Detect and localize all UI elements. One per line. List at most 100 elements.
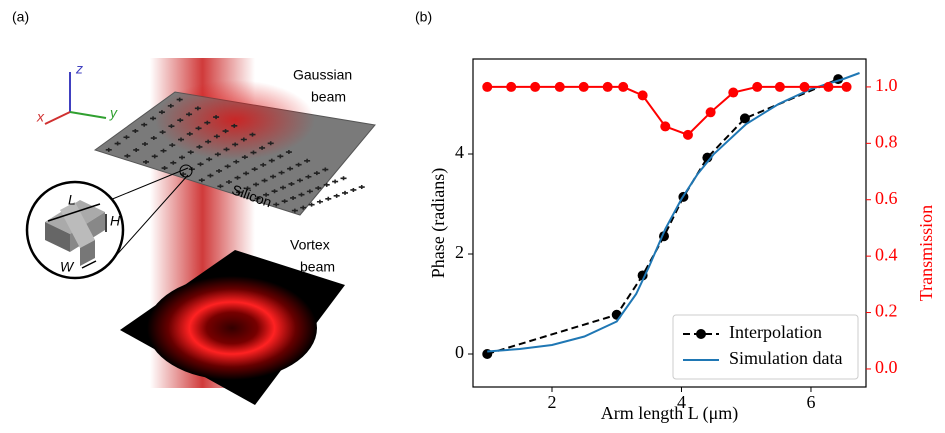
cross-pillar: [45, 200, 107, 269]
y-tick-label: 0: [455, 342, 464, 362]
pillar: [223, 147, 230, 152]
pillar: [268, 158, 275, 163]
marker: [506, 81, 517, 92]
pillar: [332, 179, 339, 184]
panel-label: (a): [12, 9, 29, 25]
pillar: [216, 168, 223, 173]
y2-tick-label: 0.2: [875, 301, 898, 321]
pillar: [234, 175, 241, 180]
y2-tick-label: 0.0: [875, 357, 898, 377]
marker: [602, 81, 613, 92]
marker: [728, 87, 739, 98]
panel-b: (b) 2 4 6 0 2 4 0.0 0.2 0.4 0.6 0.8 1.0 Arm length L …: [415, 9, 936, 424]
pillar: [277, 154, 284, 159]
marker: [841, 81, 852, 92]
panel-a: (a) Gaussian beam Silicon Vortex beam z …: [12, 9, 376, 405]
pillar: [278, 170, 285, 175]
beam-label: beam: [311, 89, 346, 105]
x-tick-label: 6: [806, 392, 815, 412]
pillar: [187, 150, 194, 155]
pillar: [273, 202, 280, 207]
pillar: [340, 176, 347, 181]
pillar: [213, 115, 220, 120]
beam-label: beam: [300, 259, 335, 275]
pillar: [243, 171, 250, 176]
dimension-label: H: [110, 213, 121, 229]
pillar: [205, 139, 212, 144]
marker: [774, 81, 785, 92]
pillar: [281, 199, 288, 204]
pillar: [206, 157, 213, 162]
marker: [739, 113, 750, 124]
pillar: [224, 164, 231, 169]
pillar: [251, 167, 258, 172]
marker: [530, 81, 541, 92]
pillar: [214, 152, 221, 157]
y-axis-label: Phase (radians): [428, 168, 449, 278]
pillar: [132, 128, 139, 133]
pillar: [204, 120, 211, 125]
pillar: [313, 171, 320, 176]
marker: [637, 90, 648, 101]
pillar: [267, 141, 274, 146]
pillar: [231, 123, 238, 128]
marker: [799, 81, 810, 92]
pillar: [141, 142, 148, 147]
pillar: [315, 186, 322, 191]
marker: [482, 81, 493, 92]
pillar: [151, 154, 158, 159]
pillar: [244, 186, 251, 191]
pillar: [105, 147, 112, 152]
pillar: [198, 178, 205, 183]
pillar: [280, 185, 287, 190]
pillar: [295, 162, 302, 167]
pillar: [285, 150, 292, 155]
pillar: [350, 187, 357, 192]
pillar: [142, 159, 149, 164]
beam-spot: [155, 80, 315, 160]
panel-label: (b): [415, 9, 432, 25]
dimension-label: L: [68, 192, 76, 208]
marker: [682, 129, 693, 140]
pillar: [241, 155, 248, 160]
pillar: [306, 189, 313, 194]
pillar: [316, 199, 323, 204]
pillar: [249, 132, 256, 137]
pillar: [233, 159, 240, 164]
pillar: [308, 202, 315, 207]
pillar: [213, 134, 220, 139]
pillar: [177, 118, 184, 123]
beam-label: Vortex: [290, 237, 330, 253]
pillar: [179, 155, 186, 160]
pillar: [194, 106, 201, 111]
pillar: [124, 153, 131, 158]
pillar: [322, 167, 329, 172]
legend-marker: [696, 329, 706, 339]
legend-label: Simulation data: [729, 348, 842, 368]
pillar: [222, 129, 229, 134]
series-line: [487, 72, 860, 353]
dimension-label: W: [60, 259, 75, 275]
pillar: [207, 173, 214, 178]
pillar: [342, 190, 349, 195]
x-tick-label: 2: [547, 392, 556, 412]
vortex-ring: [147, 276, 317, 380]
pillar: [178, 137, 185, 142]
x-axis-label: Arm length L (μm): [601, 403, 738, 424]
pillar: [150, 136, 157, 141]
pillar: [123, 135, 130, 140]
pillar: [161, 166, 168, 171]
marker: [823, 81, 834, 92]
pillar: [296, 178, 303, 183]
pillar: [287, 166, 294, 171]
y-tick-label: 4: [455, 142, 464, 162]
pillar: [167, 103, 174, 108]
pillar: [323, 182, 330, 187]
marker: [554, 81, 565, 92]
pillar: [158, 110, 165, 115]
pillar: [325, 196, 332, 201]
pillar: [333, 193, 340, 198]
pillar: [217, 184, 224, 189]
axis-label: y: [109, 105, 118, 121]
